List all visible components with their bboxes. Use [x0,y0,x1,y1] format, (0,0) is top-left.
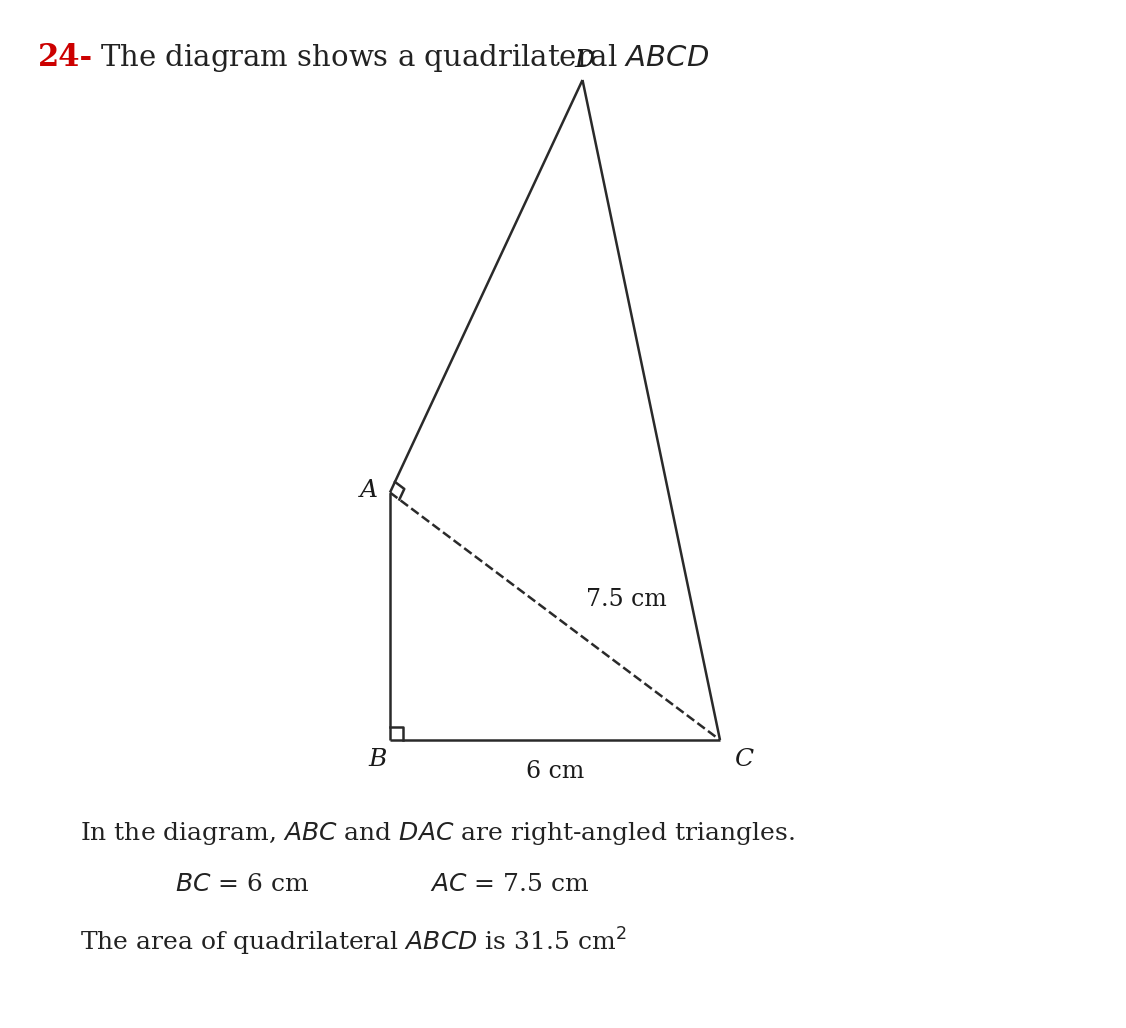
Text: $\it{AC}$ = 7.5 cm: $\it{AC}$ = 7.5 cm [430,873,589,896]
Text: 7.5 cm: 7.5 cm [587,588,668,611]
Text: The area of quadrilateral $\it{ABCD}$ is 31.5 cm$^2$: The area of quadrilateral $\it{ABCD}$ is… [80,926,626,958]
Text: C: C [734,748,753,771]
Text: $\it{BC}$ = 6 cm: $\it{BC}$ = 6 cm [175,873,310,896]
Text: The diagram shows a quadrilateral $\it{ABCD}$: The diagram shows a quadrilateral $\it{A… [100,42,709,74]
Text: In the diagram, $\it{ABC}$ and $\it{DAC}$ are right-angled triangles.: In the diagram, $\it{ABC}$ and $\it{DAC}… [80,820,795,847]
Text: 24-: 24- [38,42,93,73]
Text: B: B [369,748,387,771]
Text: D: D [574,49,595,72]
Text: A: A [360,479,378,502]
Text: 6 cm: 6 cm [526,760,584,783]
